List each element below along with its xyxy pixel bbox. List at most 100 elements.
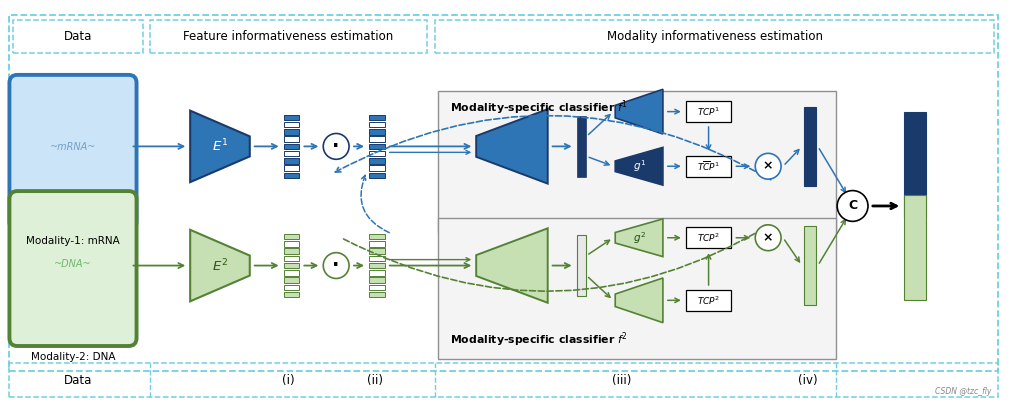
Polygon shape <box>190 230 250 301</box>
Bar <box>150 20 427 53</box>
Bar <box>439 218 835 359</box>
Polygon shape <box>190 111 250 182</box>
Bar <box>369 241 384 246</box>
FancyBboxPatch shape <box>9 75 136 230</box>
Text: $E^1$: $E^1$ <box>212 138 228 155</box>
Circle shape <box>756 225 781 250</box>
FancyArrowPatch shape <box>553 263 570 268</box>
FancyArrowPatch shape <box>737 164 749 168</box>
Bar <box>576 116 586 177</box>
Bar <box>686 290 732 311</box>
Bar <box>369 122 384 127</box>
Bar <box>686 156 732 177</box>
Bar <box>284 270 300 276</box>
Bar <box>369 165 384 171</box>
Bar <box>369 137 384 142</box>
Bar <box>369 248 384 254</box>
FancyArrowPatch shape <box>819 220 846 263</box>
FancyArrowPatch shape <box>304 263 317 268</box>
FancyArrowPatch shape <box>335 116 771 180</box>
Text: Feature informativeness estimation: Feature informativeness estimation <box>184 30 394 43</box>
FancyArrowPatch shape <box>389 144 469 149</box>
Text: (iv): (iv) <box>798 374 817 387</box>
FancyArrowPatch shape <box>819 149 846 192</box>
Bar <box>284 129 300 135</box>
Bar <box>686 101 732 122</box>
Bar <box>369 256 384 261</box>
Bar <box>284 263 300 268</box>
Bar <box>369 129 384 135</box>
FancyArrowPatch shape <box>254 144 276 149</box>
Bar <box>369 292 384 297</box>
FancyArrowPatch shape <box>588 240 609 254</box>
Bar <box>284 151 300 156</box>
Bar <box>369 151 384 156</box>
Text: CSDN @tzc_fly: CSDN @tzc_fly <box>935 387 992 396</box>
Bar <box>804 226 816 305</box>
Bar <box>369 144 384 149</box>
Text: $T\overline{C}P^1$: $T\overline{C}P^1$ <box>697 159 720 173</box>
FancyArrowPatch shape <box>668 298 679 303</box>
Bar <box>9 15 998 371</box>
Text: ~mRNA~: ~mRNA~ <box>49 142 96 152</box>
FancyArrowPatch shape <box>588 278 610 297</box>
Polygon shape <box>615 219 663 257</box>
FancyArrowPatch shape <box>133 263 184 268</box>
Circle shape <box>837 191 868 221</box>
Text: $g^2$: $g^2$ <box>633 230 646 246</box>
FancyArrowPatch shape <box>588 115 610 135</box>
FancyArrowPatch shape <box>589 157 609 165</box>
Text: Data: Data <box>64 30 92 43</box>
Text: (iii): (iii) <box>611 374 631 387</box>
FancyArrowPatch shape <box>785 240 799 262</box>
Bar <box>439 91 835 232</box>
Bar <box>284 158 300 164</box>
Bar <box>284 115 300 120</box>
Bar <box>284 122 300 127</box>
FancyArrowPatch shape <box>737 236 749 240</box>
Bar <box>9 363 998 397</box>
Bar <box>369 284 384 290</box>
Bar <box>686 227 732 248</box>
Text: Modality informativeness estimation: Modality informativeness estimation <box>606 30 822 43</box>
Bar <box>284 137 300 142</box>
Bar <box>369 115 384 120</box>
Bar <box>369 270 384 276</box>
Bar <box>904 112 926 217</box>
Text: Modality-specific classifier $f^2$: Modality-specific classifier $f^2$ <box>450 330 629 349</box>
Text: ×: × <box>763 160 774 173</box>
Text: Modality-1: mRNA: Modality-1: mRNA <box>26 236 120 246</box>
Bar <box>284 234 300 239</box>
Text: ×: × <box>763 231 774 244</box>
FancyArrowPatch shape <box>553 144 570 149</box>
Bar <box>904 196 926 300</box>
Text: $g^1$: $g^1$ <box>633 158 646 174</box>
Text: Modality-2: DNA: Modality-2: DNA <box>30 352 115 362</box>
Bar <box>13 20 142 53</box>
FancyArrowPatch shape <box>785 149 799 164</box>
FancyArrowPatch shape <box>354 144 362 149</box>
FancyArrowPatch shape <box>389 263 469 268</box>
Text: $TCP^2$: $TCP^2$ <box>697 231 720 244</box>
Circle shape <box>323 133 349 159</box>
FancyArrowPatch shape <box>706 255 710 285</box>
Text: (i): (i) <box>283 374 295 387</box>
FancyArrowPatch shape <box>873 203 896 209</box>
Bar <box>576 235 586 297</box>
FancyBboxPatch shape <box>9 191 136 346</box>
Bar <box>284 144 300 149</box>
Bar <box>369 234 384 239</box>
Polygon shape <box>476 109 548 184</box>
FancyArrowPatch shape <box>668 236 679 240</box>
Polygon shape <box>615 278 663 323</box>
Text: Data: Data <box>64 374 92 387</box>
Text: Modality-specific classifier $f^1$: Modality-specific classifier $f^1$ <box>450 99 629 117</box>
Circle shape <box>756 154 781 179</box>
FancyArrowPatch shape <box>668 164 679 168</box>
FancyArrowPatch shape <box>344 225 769 291</box>
FancyArrowPatch shape <box>254 263 276 268</box>
Bar <box>369 277 384 283</box>
Bar <box>284 277 300 283</box>
Bar <box>369 263 384 268</box>
Text: $E^2$: $E^2$ <box>212 257 228 274</box>
